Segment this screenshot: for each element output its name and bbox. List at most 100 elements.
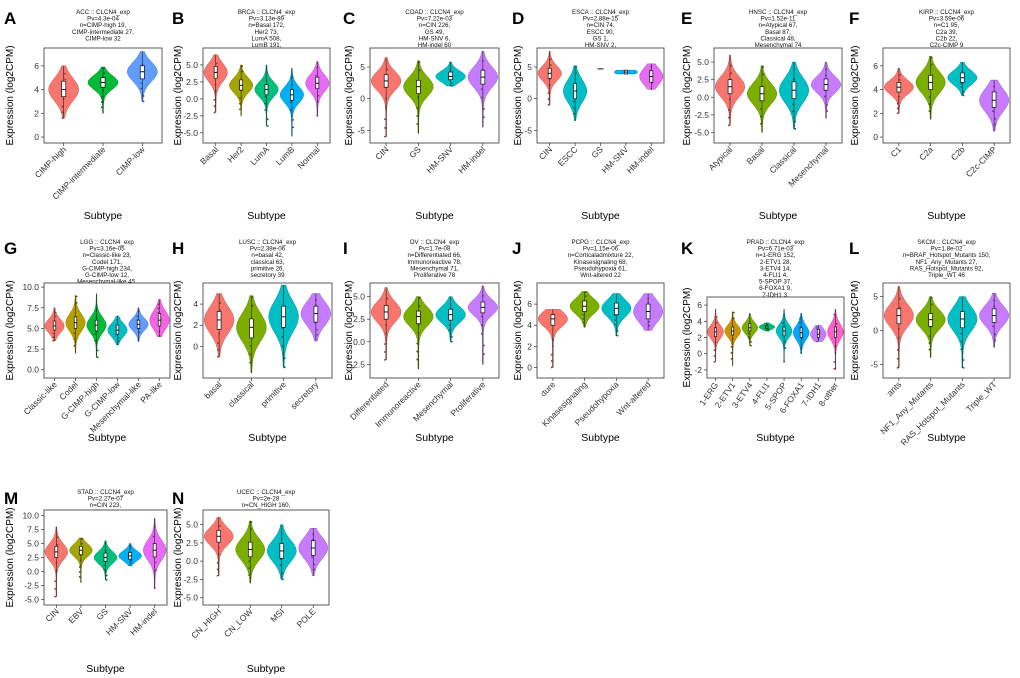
data-point [142, 100, 145, 103]
data-point [138, 331, 141, 334]
data-point [928, 103, 931, 106]
panel-title-line: Pv=3.16e-05 [89, 246, 125, 253]
x-tick-label: Basal [198, 144, 220, 166]
panel-title-line: C2c-CIMP 9 [930, 42, 964, 49]
data-point [384, 118, 386, 121]
data-point [73, 332, 76, 334]
data-point [992, 110, 994, 113]
data-point [928, 335, 931, 338]
panel-title-line: Codel 171, [92, 259, 122, 266]
data-point [81, 542, 83, 545]
data-point [994, 339, 997, 342]
panel-label: H [172, 239, 184, 258]
data-point [483, 108, 485, 110]
data-point [249, 361, 252, 364]
panel-title-line: HM-indel 60 [418, 42, 452, 49]
data-point [103, 67, 106, 69]
x-tick-label: CIN [537, 144, 554, 161]
x-axis-label: Subtype [247, 210, 286, 222]
x-tick-label: NF1_Any_Mutants [878, 379, 935, 436]
panel-title-line: Pv=7.22e-03 [417, 16, 453, 23]
data-point [103, 564, 106, 567]
y-tick-label: 6 [527, 299, 532, 309]
data-point [54, 311, 57, 314]
panel-title-line: UCEC :: CLCN4_exp [237, 489, 296, 496]
y-axis-label: Expression (log2CPM) [513, 45, 524, 145]
data-point [61, 117, 64, 119]
data-point [896, 366, 899, 369]
data-point [896, 107, 899, 110]
panel-title-line: Pv=1.7e-08 [419, 246, 451, 253]
y-tick-label: 6 [34, 61, 39, 71]
y-tick-label: -2.5 [24, 580, 39, 590]
data-point [730, 72, 733, 75]
x-axis-label: Subtype [581, 210, 620, 222]
data-point [103, 72, 106, 74]
panel-i: I OV :: CLCN4_expPv=1.7e-08n=Differentiat… [343, 239, 500, 444]
panel-title-line: Pv=6.71e-03 [758, 246, 794, 253]
data-point [219, 525, 221, 527]
y-tick-label: 2.5 [27, 344, 39, 354]
x-tick-label: Basal [744, 144, 766, 166]
data-point [614, 319, 617, 322]
data-point [784, 341, 787, 344]
x-tick-label: MSI [268, 606, 286, 624]
data-point [416, 107, 419, 109]
panel-title-line: Pv=1.8e-02 [931, 246, 963, 253]
data-point [213, 111, 216, 114]
data-point [251, 296, 254, 299]
y-tick-label: -2.5 [183, 111, 198, 121]
panel-title-line: Mesenchymal 74 [755, 42, 802, 49]
data-point [573, 106, 575, 109]
y-axis-label: Expression (log2CPM) [682, 287, 693, 387]
y-tick-label: 2 [527, 341, 532, 351]
y-tick-label: 7.5 [27, 303, 39, 313]
data-point [130, 562, 133, 564]
panel-title-line: n=Differentiated 66, [407, 252, 461, 259]
data-point [96, 349, 99, 352]
data-point [715, 321, 718, 324]
y-tick-label: 0.0 [186, 94, 198, 104]
y-tick-label: 4 [34, 85, 39, 95]
x-tick-label: ESCC [556, 144, 580, 168]
data-point [550, 58, 552, 61]
y-tick-label: 6 [873, 61, 878, 71]
data-point [833, 367, 836, 370]
box [960, 311, 965, 329]
box [550, 314, 556, 326]
panel-label: K [681, 239, 694, 258]
panel-title-line: 7-IDH1 3, [762, 292, 789, 299]
plot-area [536, 47, 665, 144]
data-point [418, 297, 421, 299]
data-point [762, 66, 765, 68]
data-point [418, 69, 421, 72]
y-tick-label: -5.0 [183, 593, 198, 603]
y-tick-label: 4 [527, 320, 532, 330]
data-point [713, 349, 716, 352]
data-point [54, 580, 56, 583]
data-point [239, 97, 241, 99]
panel-title-line: C2a 39, [936, 29, 958, 36]
x-axis-label: Subtype [756, 432, 795, 444]
x-tick-label: basal [202, 379, 224, 401]
panel-title-line: GS 1, [593, 35, 609, 42]
data-point [582, 313, 585, 316]
y-tick-label: 10.0 [22, 511, 39, 521]
panel-title-line: COAD :: CLCN4_exp [405, 9, 464, 16]
y-axis-label: Expression (log2CPM) [173, 280, 184, 380]
x-tick-label: C2c-CIMP [964, 144, 999, 179]
panel-title-line: Pv=2e-28 [253, 496, 280, 503]
data-point [573, 100, 575, 103]
panel-title-line: RAS_Hotspot_Mutants 92, [910, 265, 984, 272]
data-point [279, 564, 282, 567]
panel-title-line: Classical 48, [760, 35, 795, 42]
y-axis-label: Expression (log2CPM) [5, 507, 16, 607]
data-point [264, 95, 267, 98]
data-point [283, 357, 286, 360]
box [448, 71, 453, 81]
data-point [117, 337, 120, 339]
x-tick-label: GS [407, 144, 423, 160]
panel-title-line: n=CIMP-high 19, [80, 22, 127, 29]
data-point [136, 315, 139, 318]
